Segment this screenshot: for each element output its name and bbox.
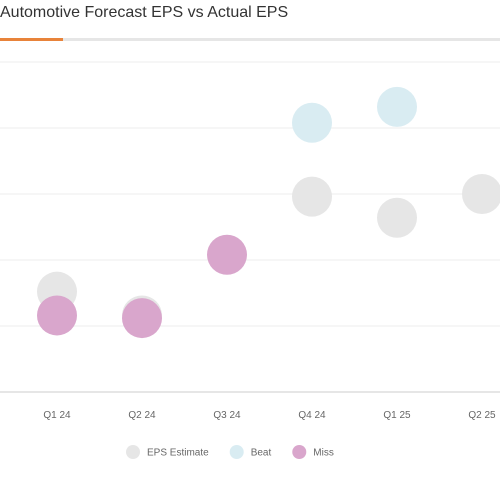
- point-miss-q2-24: [122, 298, 162, 339]
- data-points: [37, 86, 500, 339]
- point-beat-q4-24: [292, 102, 332, 143]
- legend-item-eps-estimate[interactable]: EPS Estimate: [126, 445, 209, 459]
- legend-item-miss[interactable]: Miss: [292, 445, 334, 459]
- legend-swatch: [126, 445, 140, 459]
- x-tick-label: Q4 24: [298, 410, 326, 421]
- legend-label: Beat: [251, 448, 272, 459]
- active-tab-indicator: [0, 38, 63, 41]
- legend: EPS Estimate Beat Miss: [126, 445, 334, 459]
- legend-label: EPS Estimate: [147, 448, 209, 459]
- point-beat-q1-25: [377, 86, 417, 127]
- point-eps-estimate-q4-24: [292, 176, 332, 217]
- legend-swatch: [292, 445, 307, 459]
- point-miss-q3-24: [207, 234, 247, 275]
- x-axis-ticks: Q1 24 Q2 24 Q3 24 Q4 24 Q1 25 Q2 25: [43, 410, 496, 421]
- x-tick-label: Q2 25: [468, 410, 496, 421]
- tab-underline: [0, 38, 500, 41]
- x-tick-label: Q2 24: [128, 410, 156, 421]
- point-eps-estimate-q1-25: [377, 197, 417, 238]
- point-eps-estimate-q2-25: [462, 174, 500, 214]
- point-miss-q1-24: [37, 295, 77, 336]
- x-tick-label: Q1 25: [383, 410, 411, 421]
- legend-item-beat[interactable]: Beat: [229, 445, 272, 459]
- legend-swatch: [229, 445, 244, 459]
- x-tick-label: Q1 24: [43, 410, 71, 421]
- legend-label: Miss: [313, 448, 334, 459]
- chart-title: Automotive Forecast EPS vs Actual EPS: [0, 4, 289, 21]
- gridlines: [0, 61, 500, 393]
- x-tick-label: Q3 24: [213, 410, 241, 421]
